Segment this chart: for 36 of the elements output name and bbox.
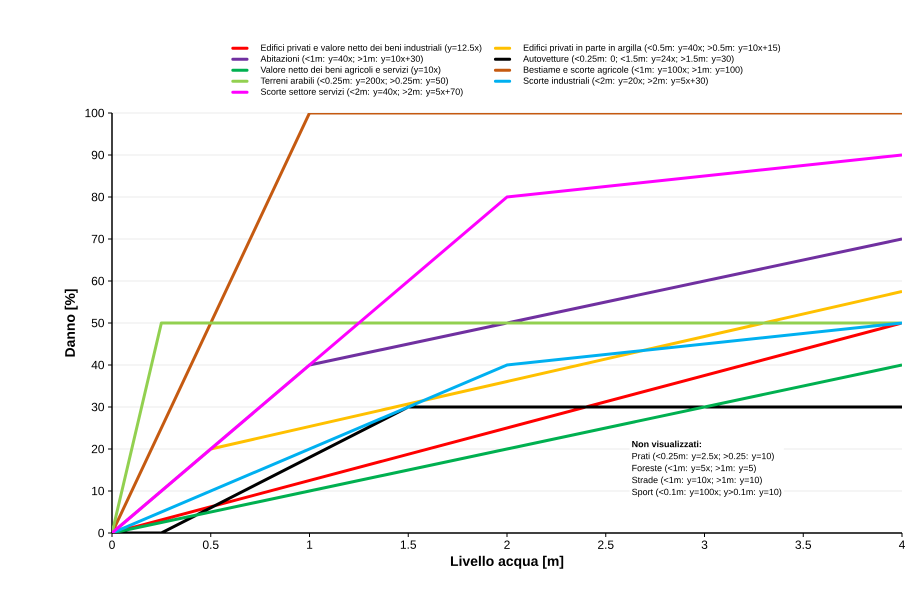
annotation: Sport (<0.1m: y=100x; y>0.1m: y=10) [632,488,782,497]
annotation: Non visualizzati: [632,440,702,448]
y-tick-label: 20 [92,444,104,454]
legend-label: Edifici privati e valore netto dei beni industriali (y=12.5x) [261,44,482,53]
annotation: Prati (<0.25m: y=2.5x; >0.25: y=10) [632,452,774,461]
y-tick-label: 80 [92,192,104,202]
y-tick-label: 10 [92,486,104,496]
y-tick-label: 70 [92,234,104,244]
annotation: Strade (<1m: y=10x; >1m: y=10) [632,476,762,485]
x-tick-label: 1 [307,540,312,549]
x-tick-label: 1.5 [400,540,416,549]
legend-label: Terreni arabili (<0.25m: y=200x; >0.25m: y=50) [260,77,448,86]
y-tick-label: 30 [92,402,104,412]
annotation: Foreste (<1m: y=5x; >1m: y=5) [632,464,756,473]
y-tick-label: 50 [92,318,104,328]
y-axis-title: Danno [%] [64,289,78,357]
legend-label: Valore netto dei beni agricoli e servizi (y=10x) [260,66,440,75]
y-tick-label: 0 [98,528,104,538]
y-tick-label: 60 [92,276,104,286]
y-tick-label: 90 [92,150,104,160]
y-tick-label: 100 [85,108,104,118]
x-tick-label: 2 [504,540,510,549]
x-tick-label: 3 [702,540,708,549]
x-axis-title: Livello acqua [m] [450,556,564,569]
legend-label: Autovetture (<0.25m: 0; <1.5m: y=24x; >1.5m: y=30) [523,55,734,64]
x-tick-label: 4 [898,540,905,549]
legend-label: Abitazioni (<1m: y=40x; >1m: y=10x+30) [260,55,423,64]
x-tick-label: 2.5 [598,540,614,549]
legend-label: Edifici privati in parte in argilla (<0.5m: y=40x; >0.5m: y=10x+15) [524,44,780,53]
legend-label: Bestiame e scorte agricole (<1m: y=100x; >1m: y=100) [524,66,742,75]
y-tick-label: 40 [91,360,104,370]
x-tick-label: 0 [109,540,115,549]
x-tick-label: 3.5 [795,540,812,549]
legend-label: Scorte settore servizi (<2m: y=40x; >2m: y=5x+70) [260,88,463,97]
x-tick-label: 0.5 [202,540,219,549]
legend-label: Scorte industriali (<2m: y=20x; >2m: y=5x+30) [523,77,708,86]
